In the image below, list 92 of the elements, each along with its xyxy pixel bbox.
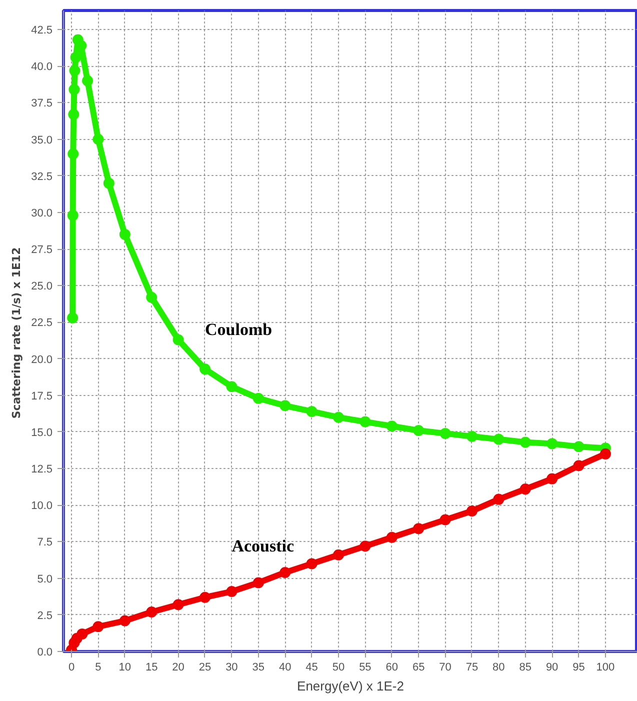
point [68, 148, 79, 160]
point [92, 134, 104, 145]
point [573, 441, 584, 452]
y-tick-label: 12.5 [31, 464, 53, 476]
y-axis-title: Scattering rate (1/s) x 1E12 [10, 247, 24, 419]
point [119, 615, 130, 626]
point [70, 52, 82, 63]
x-tick-label: 80 [492, 662, 505, 674]
series-label: Coulomb [205, 320, 272, 340]
point [226, 586, 238, 597]
x-tick-label: 90 [546, 662, 558, 674]
x-tick-label: 85 [519, 662, 532, 674]
x-tick-label: 30 [226, 662, 238, 674]
point [280, 400, 291, 412]
point [92, 621, 104, 632]
x-tick-label: 50 [332, 662, 345, 674]
point [67, 210, 78, 221]
y-tick-label: 42.5 [31, 24, 53, 37]
point [146, 606, 158, 618]
x-tick-label: 75 [466, 662, 478, 674]
point [440, 428, 451, 439]
y-tick-label: 25.0 [31, 280, 53, 293]
point [172, 599, 184, 610]
x-tick-label: 40 [278, 662, 292, 674]
point [119, 228, 130, 240]
x-tick-label: 15 [145, 662, 158, 674]
point [332, 412, 344, 423]
point [546, 473, 558, 484]
point [306, 558, 318, 570]
x-tick-label: 60 [386, 662, 398, 674]
y-tick-label: 0.0 [37, 646, 53, 658]
point [360, 540, 371, 552]
x-tick-label: 35 [252, 662, 265, 674]
point [252, 392, 264, 404]
y-tick-label: 37.5 [31, 98, 53, 110]
x-tick-label: 55 [359, 662, 372, 674]
point [440, 514, 451, 526]
point [146, 292, 158, 303]
y-tick-label: 2.5 [37, 610, 53, 622]
point [76, 628, 88, 640]
x-tick-label: 0 [68, 662, 75, 674]
point [200, 364, 210, 375]
y-tick-label: 35.0 [31, 134, 53, 146]
point [252, 577, 264, 588]
point [69, 65, 80, 76]
y-tick-label: 30.0 [31, 207, 53, 220]
x-tick-label: 65 [412, 662, 425, 674]
x-tick-label: 25 [198, 662, 212, 674]
x-tick-label: 100 [596, 662, 615, 674]
x-tick-label: 20 [172, 662, 184, 674]
y-tick-label: 5.0 [37, 573, 53, 586]
point [520, 484, 531, 495]
point [466, 506, 478, 516]
point [67, 312, 78, 324]
point [413, 425, 424, 436]
y-tick-label: 32.5 [31, 170, 53, 183]
x-tick-label: 95 [572, 662, 585, 674]
point [103, 178, 114, 189]
y-tick-label: 15.0 [31, 426, 53, 439]
y-tick-label: 22.5 [31, 317, 53, 330]
point [386, 420, 398, 432]
y-tick-label: 20.0 [31, 354, 53, 366]
x-axis-title: Energy(eV) x 1E-2 [297, 678, 404, 694]
y-tick-label: 7.5 [37, 536, 53, 549]
point [493, 494, 504, 505]
point [306, 406, 318, 417]
x-tick-label: 10 [118, 662, 132, 674]
point [360, 416, 371, 428]
series-label: Acoustic [232, 536, 294, 556]
x-tick-label: 5 [95, 662, 102, 674]
point [520, 436, 531, 448]
point [546, 438, 558, 450]
point [386, 532, 398, 543]
point [172, 334, 184, 346]
point [332, 549, 344, 560]
point [226, 381, 238, 392]
y-tick-label: 27.5 [31, 244, 53, 256]
point [200, 592, 210, 603]
point [600, 448, 611, 460]
point [493, 434, 504, 445]
point [82, 75, 94, 86]
point [280, 566, 291, 578]
x-tick-label: 70 [439, 662, 452, 674]
y-tick-label: 17.5 [31, 390, 53, 402]
point [68, 84, 80, 96]
y-tick-label: 10.0 [31, 500, 53, 512]
x-tick-label: 45 [306, 662, 318, 674]
y-tick-label: 40.0 [31, 61, 53, 74]
point [466, 430, 478, 442]
point [413, 523, 424, 534]
point [68, 108, 80, 120]
point [573, 460, 584, 472]
